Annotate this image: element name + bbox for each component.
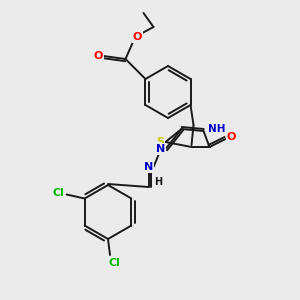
- Text: N: N: [144, 162, 153, 172]
- Text: Cl: Cl: [108, 258, 120, 268]
- Text: H: H: [154, 177, 163, 187]
- Text: Cl: Cl: [53, 188, 64, 197]
- Text: O: O: [133, 32, 142, 42]
- Text: NH: NH: [208, 124, 225, 134]
- Text: S: S: [157, 137, 164, 147]
- Text: O: O: [227, 132, 236, 142]
- Text: N: N: [156, 144, 165, 154]
- Text: O: O: [94, 51, 103, 61]
